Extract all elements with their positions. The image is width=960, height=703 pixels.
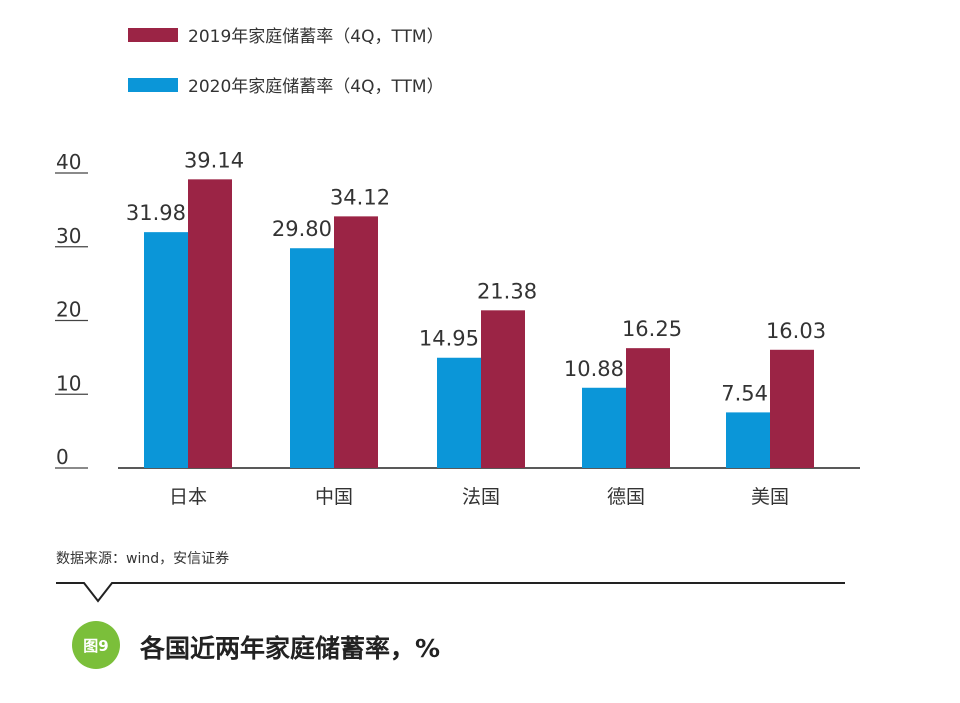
value-label: 31.98 xyxy=(126,201,186,225)
value-label: 14.95 xyxy=(419,327,479,351)
value-label: 7.54 xyxy=(721,381,768,405)
bar-2019-2 xyxy=(481,310,525,468)
legend-swatch-2019 xyxy=(128,28,178,42)
bar-2019-0 xyxy=(188,179,232,468)
legend-label-2019: 2019年家庭储蓄率（4Q，TTM） xyxy=(188,27,444,47)
x-category-label: 德国 xyxy=(607,486,645,508)
value-label: 21.38 xyxy=(477,279,537,303)
x-category-label: 日本 xyxy=(169,486,207,508)
y-tick-label: 20 xyxy=(56,298,81,322)
bar-2019-3 xyxy=(626,348,670,468)
x-category-label: 中国 xyxy=(315,486,353,508)
data-source-note: 数据来源：wind，安信证券 xyxy=(56,551,230,567)
x-category-label: 法国 xyxy=(462,486,500,508)
bar-2020-0 xyxy=(144,232,188,468)
bar-2020-2 xyxy=(437,357,481,468)
value-label: 29.80 xyxy=(272,217,332,241)
figure-title: 各国近两年家庭储蓄率，% xyxy=(140,634,441,663)
x-category-label: 美国 xyxy=(751,486,789,508)
value-label: 34.12 xyxy=(330,185,390,209)
value-label: 16.25 xyxy=(622,317,682,341)
divider-pointer xyxy=(56,582,845,603)
bar-2019-4 xyxy=(770,349,814,468)
value-label: 10.88 xyxy=(564,357,624,381)
bar-2020-4 xyxy=(726,412,770,468)
bar-2020-3 xyxy=(582,387,626,468)
legend-label-2020: 2020年家庭储蓄率（4Q，TTM） xyxy=(188,77,444,97)
figure-number-badge: 图9 xyxy=(72,621,120,669)
value-label: 39.14 xyxy=(184,148,244,172)
y-tick-label: 10 xyxy=(56,371,81,395)
y-tick-label: 30 xyxy=(56,224,81,248)
y-tick-label: 40 xyxy=(56,150,81,174)
legend-swatch-2020 xyxy=(128,78,178,92)
bar-2020-1 xyxy=(290,248,334,468)
y-tick-label: 0 xyxy=(56,445,69,469)
value-label: 16.03 xyxy=(766,319,826,343)
bar-2019-1 xyxy=(334,216,378,468)
